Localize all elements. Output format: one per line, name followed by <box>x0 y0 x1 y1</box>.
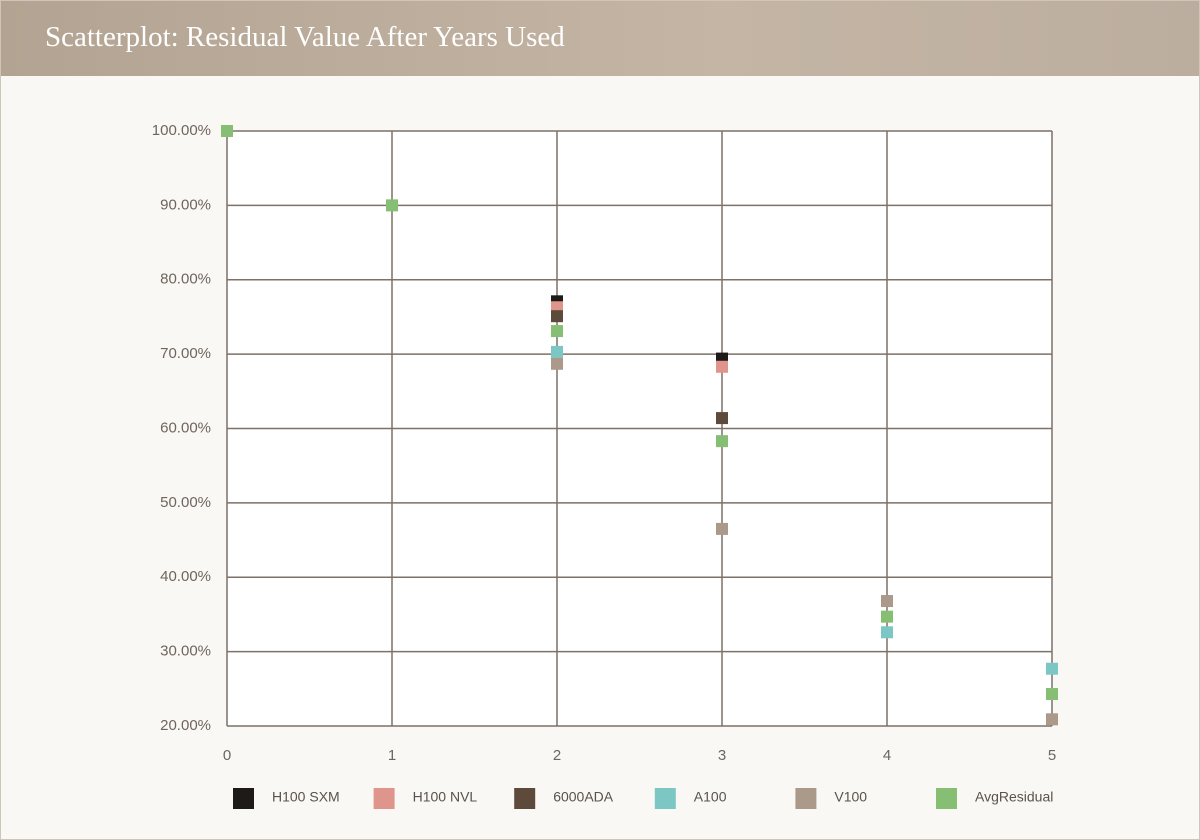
x-tick-label: 5 <box>1048 747 1056 764</box>
legend-swatch <box>373 788 395 809</box>
point <box>1046 688 1058 701</box>
x-tick-label: 4 <box>883 747 891 764</box>
point <box>881 610 893 623</box>
point <box>716 360 728 373</box>
legend-label: A100 <box>694 789 727 805</box>
point <box>551 325 563 338</box>
point <box>716 522 728 535</box>
point <box>716 435 728 448</box>
legend-label: H100 SXM <box>272 789 340 805</box>
y-tick-label: 90.00% <box>160 196 211 213</box>
point <box>551 345 563 358</box>
legend-label: 6000ADA <box>553 789 614 805</box>
y-tick-label: 60.00% <box>160 419 211 436</box>
x-tick-label: 2 <box>553 747 561 764</box>
point <box>551 310 563 323</box>
point <box>386 199 398 212</box>
legend-label: H100 NVL <box>413 789 478 805</box>
header: Scatterplot: Residual Value After Years … <box>1 1 1199 76</box>
y-tick-label: 30.00% <box>160 643 211 660</box>
y-tick-label: 50.00% <box>160 494 211 511</box>
y-tick-label: 70.00% <box>160 345 211 362</box>
point <box>1046 662 1058 675</box>
y-tick-label: 100.00% <box>152 122 211 139</box>
x-tick-label: 0 <box>223 747 231 764</box>
point <box>221 125 233 137</box>
point <box>716 412 728 425</box>
point <box>881 595 893 608</box>
legend-swatch <box>936 788 957 809</box>
legend-label: V100 <box>834 789 867 805</box>
y-tick-label: 20.00% <box>160 717 211 734</box>
legend-swatch <box>514 788 536 809</box>
chart-title: Scatterplot: Residual Value After Years … <box>45 21 565 53</box>
legend-swatch <box>654 788 676 809</box>
legend-label: AvgResidual <box>975 789 1053 805</box>
point <box>551 357 563 370</box>
point <box>881 626 893 639</box>
x-tick-label: 3 <box>718 747 726 764</box>
y-tick-label: 40.00% <box>160 568 211 585</box>
y-tick-label: 80.00% <box>160 271 211 288</box>
legend-swatch <box>795 788 817 809</box>
x-tick-label: 1 <box>388 747 396 764</box>
legend-swatch <box>233 788 254 809</box>
point <box>1046 713 1058 726</box>
